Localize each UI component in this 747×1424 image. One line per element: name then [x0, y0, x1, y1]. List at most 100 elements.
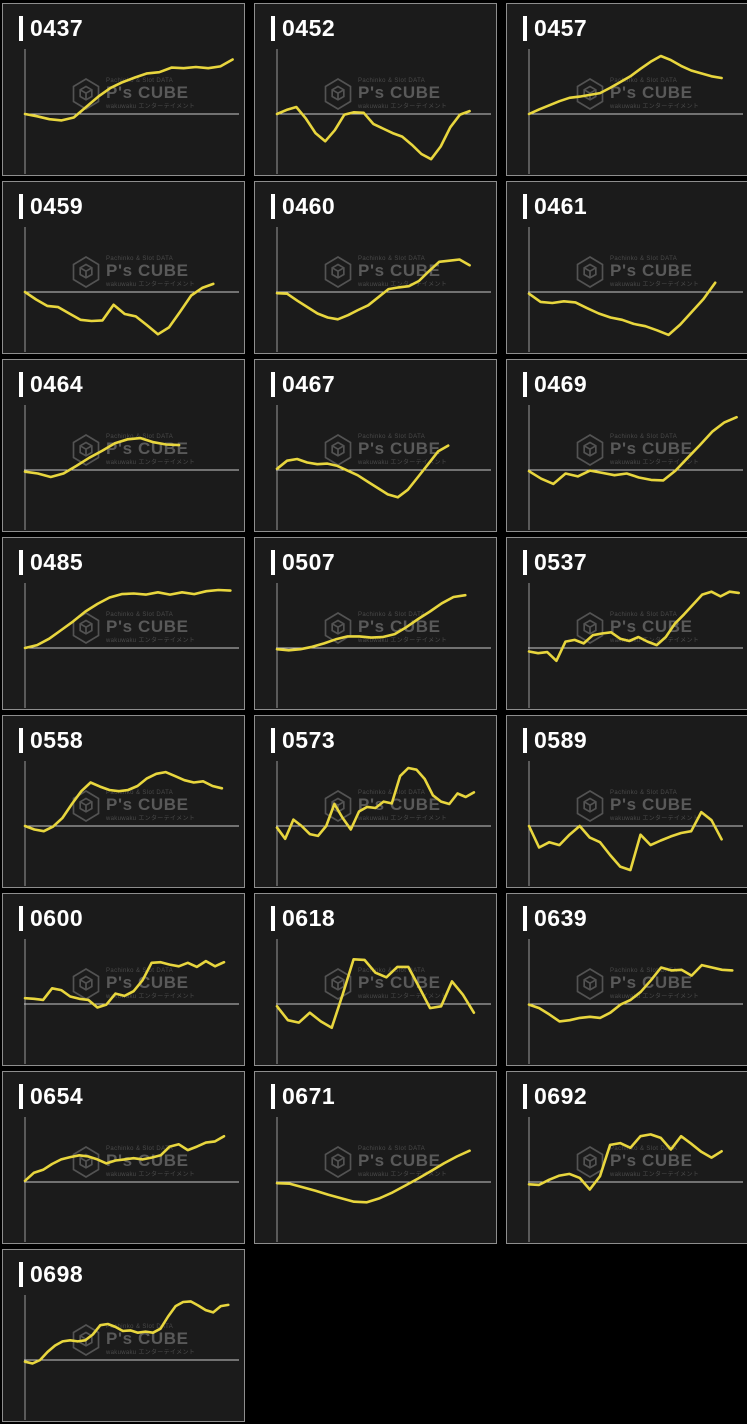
machine-title: 0507	[271, 550, 335, 575]
title-marker	[19, 728, 23, 753]
payout-line	[527, 810, 723, 872]
machine-number: 0639	[534, 905, 588, 931]
machine-panel[interactable]: Pachinko & Slot DATA P's CUBE wakuwaku エ…	[254, 715, 497, 888]
title-marker	[19, 550, 23, 575]
watermark: Pachinko & Slot DATA P's CUBE wakuwaku エ…	[71, 788, 195, 824]
machine-title: 0600	[19, 906, 83, 931]
watermark-text: Pachinko & Slot DATA P's CUBE wakuwaku エ…	[610, 434, 699, 467]
machine-number: 0460	[282, 193, 336, 219]
watermark: Pachinko & Slot DATA P's CUBE wakuwaku エ…	[575, 788, 699, 824]
machine-number: 0507	[282, 549, 336, 575]
watermark-tagline-bottom: wakuwaku エンターテイメント	[358, 994, 448, 1001]
title-marker	[523, 372, 527, 397]
machine-panel[interactable]: Pachinko & Slot DATA P's CUBE wakuwaku エ…	[254, 893, 497, 1066]
machine-title: 0698	[19, 1262, 83, 1287]
title-marker	[523, 1084, 527, 1109]
watermark-tagline-top: Pachinko & Slot DATA	[106, 789, 174, 796]
machine-panel[interactable]: Pachinko & Slot DATA P's CUBE wakuwaku エ…	[2, 1071, 245, 1244]
machine-panel[interactable]: Pachinko & Slot DATA P's CUBE wakuwaku エ…	[254, 181, 497, 354]
machine-number: 0558	[30, 727, 84, 753]
watermark-tagline-bottom: wakuwaku エンターテイメント	[106, 638, 196, 645]
title-marker	[271, 372, 275, 397]
machine-panel[interactable]: Pachinko & Slot DATA P's CUBE wakuwaku エ…	[506, 893, 747, 1066]
machine-number: 0464	[30, 371, 84, 397]
machine-panel[interactable]: Pachinko & Slot DATA P's CUBE wakuwaku エ…	[506, 1071, 747, 1244]
watermark-tagline-bottom: wakuwaku エンターテイメント	[358, 816, 448, 823]
watermark-tagline-top: Pachinko & Slot DATA	[358, 1145, 426, 1152]
machine-number: 0452	[282, 15, 336, 41]
watermark-tagline-top: Pachinko & Slot DATA	[610, 1145, 678, 1152]
watermark-text: Pachinko & Slot DATA P's CUBE wakuwaku エ…	[106, 256, 195, 289]
machine-title: 0692	[523, 1084, 587, 1109]
machine-panel[interactable]: Pachinko & Slot DATA P's CUBE wakuwaku エ…	[2, 893, 245, 1066]
watermark-tagline-top: Pachinko & Slot DATA	[358, 255, 426, 262]
ps-cube-logo-icon	[576, 256, 604, 288]
watermark-text: Pachinko & Slot DATA P's CUBE wakuwaku エ…	[106, 1146, 195, 1179]
watermark-brand: P's CUBE	[106, 1150, 189, 1170]
payout-sparkline-chart	[527, 49, 743, 174]
title-marker	[19, 1084, 23, 1109]
payout-line	[23, 959, 226, 1009]
machine-panel[interactable]: Pachinko & Slot DATA P's CUBE wakuwaku エ…	[2, 181, 245, 354]
machine-panel[interactable]: Pachinko & Slot DATA P's CUBE wakuwaku エ…	[2, 359, 245, 532]
ps-cube-logo-icon	[576, 1146, 604, 1178]
machine-panel[interactable]: Pachinko & Slot DATA P's CUBE wakuwaku エ…	[254, 537, 497, 710]
ps-cube-logo-icon	[72, 1146, 100, 1178]
watermark-brand: P's CUBE	[358, 616, 441, 636]
ps-cube-logo-icon	[72, 78, 100, 110]
machine-number: 0485	[30, 549, 84, 575]
payout-sparkline-chart	[275, 761, 491, 886]
machine-panel[interactable]: Pachinko & Slot DATA P's CUBE wakuwaku エ…	[506, 715, 747, 888]
watermark-brand: P's CUBE	[610, 1150, 693, 1170]
watermark-tagline-bottom: wakuwaku エンターテイメント	[106, 104, 196, 111]
payout-line	[23, 588, 232, 650]
machine-panel[interactable]: Pachinko & Slot DATA P's CUBE wakuwaku エ…	[2, 715, 245, 888]
machine-panel[interactable]: Pachinko & Slot DATA P's CUBE wakuwaku エ…	[254, 3, 497, 176]
machine-number: 0618	[282, 905, 336, 931]
title-marker	[523, 728, 527, 753]
watermark-tagline-bottom: wakuwaku エンターテイメント	[358, 104, 448, 111]
machine-panel[interactable]: Pachinko & Slot DATA P's CUBE wakuwaku エ…	[506, 3, 747, 176]
watermark-tagline-top: Pachinko & Slot DATA	[358, 77, 426, 84]
machine-title: 0573	[271, 728, 335, 753]
payout-sparkline-chart	[527, 761, 743, 886]
machine-title: 0469	[523, 372, 587, 397]
payout-sparkline-chart	[23, 1295, 239, 1420]
machine-panel[interactable]: Pachinko & Slot DATA P's CUBE wakuwaku エ…	[2, 1249, 245, 1422]
title-marker	[523, 550, 527, 575]
machine-number: 0459	[30, 193, 84, 219]
watermark-brand: P's CUBE	[358, 794, 441, 814]
watermark-tagline-top: Pachinko & Slot DATA	[358, 611, 426, 618]
machine-title: 0467	[271, 372, 335, 397]
title-marker	[19, 906, 23, 931]
machine-number: 0692	[534, 1083, 588, 1109]
watermark-tagline-top: Pachinko & Slot DATA	[106, 433, 174, 440]
watermark-text: Pachinko & Slot DATA P's CUBE wakuwaku エ…	[610, 78, 699, 111]
payout-line	[275, 593, 467, 652]
watermark-tagline-top: Pachinko & Slot DATA	[106, 77, 174, 84]
watermark-tagline-top: Pachinko & Slot DATA	[610, 255, 678, 262]
machine-title: 0437	[19, 16, 83, 41]
payout-line	[527, 54, 723, 116]
watermark: Pachinko & Slot DATA P's CUBE wakuwaku エ…	[71, 76, 195, 112]
watermark: Pachinko & Slot DATA P's CUBE wakuwaku エ…	[71, 610, 195, 646]
ps-cube-logo-icon	[324, 1146, 352, 1178]
watermark-tagline-top: Pachinko & Slot DATA	[358, 789, 426, 796]
machine-panel[interactable]: Pachinko & Slot DATA P's CUBE wakuwaku エ…	[506, 537, 747, 710]
machine-panel[interactable]: Pachinko & Slot DATA P's CUBE wakuwaku エ…	[254, 1071, 497, 1244]
watermark-tagline-top: Pachinko & Slot DATA	[610, 789, 678, 796]
machine-panel[interactable]: Pachinko & Slot DATA P's CUBE wakuwaku エ…	[2, 3, 245, 176]
machine-panel[interactable]: Pachinko & Slot DATA P's CUBE wakuwaku エ…	[2, 537, 245, 710]
machine-panel[interactable]: Pachinko & Slot DATA P's CUBE wakuwaku エ…	[506, 181, 747, 354]
title-marker	[19, 16, 23, 41]
watermark: Pachinko & Slot DATA P's CUBE wakuwaku エ…	[71, 254, 195, 290]
machine-panel[interactable]: Pachinko & Slot DATA P's CUBE wakuwaku エ…	[254, 359, 497, 532]
title-marker	[19, 1262, 23, 1287]
machine-title: 0452	[271, 16, 335, 41]
watermark-brand: P's CUBE	[358, 260, 441, 280]
title-marker	[523, 16, 527, 41]
machine-number: 0467	[282, 371, 336, 397]
machine-title: 0618	[271, 906, 335, 931]
machine-panel[interactable]: Pachinko & Slot DATA P's CUBE wakuwaku エ…	[506, 359, 747, 532]
